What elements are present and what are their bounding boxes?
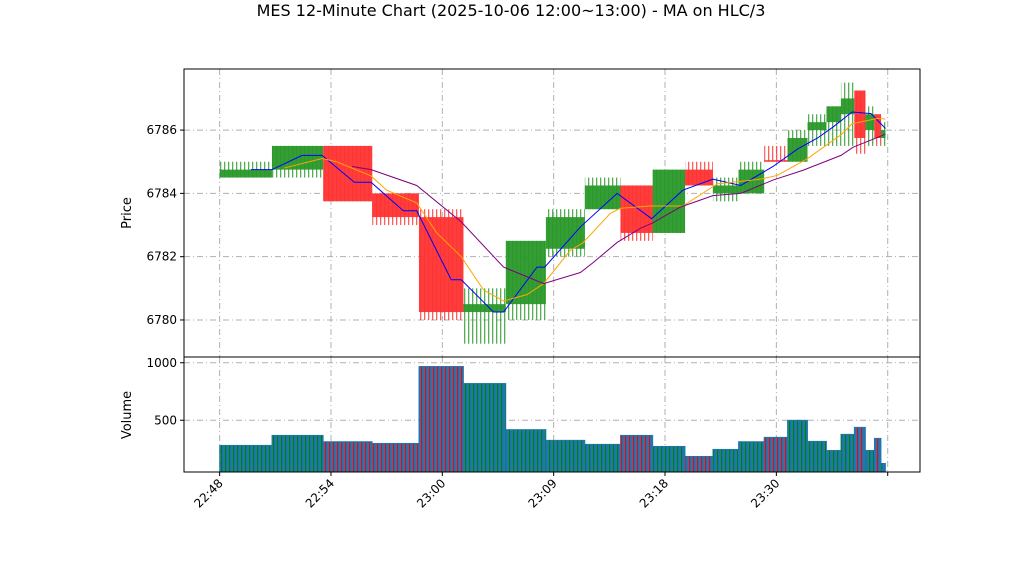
volume-bar — [807, 440, 827, 473]
candle-up — [881, 122, 886, 146]
volume-bar — [219, 444, 273, 473]
volume-bar — [505, 429, 547, 473]
candle-up — [271, 145, 324, 178]
volume-bar — [371, 442, 420, 473]
volume-bar — [684, 455, 714, 473]
candle-up — [652, 169, 686, 233]
candle-body — [418, 217, 464, 313]
candle-wick — [463, 288, 506, 344]
xtick-label: 23:30 — [748, 476, 782, 510]
ma-line — [284, 117, 886, 302]
xtick-label: 23:18 — [637, 476, 671, 510]
volume-bar — [620, 434, 654, 473]
price-grid — [184, 69, 920, 357]
volume-axes-frame — [183, 356, 921, 473]
xtick-label: 22:48 — [191, 476, 225, 510]
volume-ylabel: Volume — [120, 391, 135, 439]
price-ytick-label: 6786 — [146, 123, 177, 137]
candle-body — [874, 114, 882, 138]
candle-body — [807, 122, 827, 131]
candle-down — [418, 209, 464, 320]
moving-averages — [250, 111, 886, 313]
price-ytick-label: 6784 — [146, 186, 177, 200]
candle-up — [545, 209, 585, 257]
volume-bar — [853, 426, 866, 473]
volume-ytick-label: 1000 — [146, 356, 177, 370]
candle-body — [584, 185, 621, 210]
candle-body — [712, 185, 739, 194]
volume-bar — [584, 443, 621, 473]
candle-body — [881, 130, 886, 138]
price-ytick-label: 6782 — [146, 250, 177, 264]
xtick-label: 22:54 — [303, 476, 337, 510]
candle-down — [874, 114, 882, 146]
volume-bar — [322, 441, 373, 473]
candle-down — [372, 193, 419, 226]
price-ytick-label: 6780 — [146, 313, 177, 327]
volume-bar — [712, 448, 739, 473]
candle-body — [764, 160, 788, 162]
candle-down — [685, 161, 713, 186]
price-ylabel: Price — [120, 197, 135, 229]
volume-bar — [738, 441, 765, 473]
ma-line — [352, 133, 886, 285]
candle-body — [865, 114, 875, 131]
ma-line — [250, 111, 886, 313]
candle-body — [463, 304, 506, 313]
volume-bar — [873, 437, 882, 473]
candle-up — [865, 106, 875, 146]
candle-body — [620, 185, 653, 233]
xtick-label: 23:09 — [525, 476, 559, 510]
candle-up — [712, 177, 739, 202]
volume-bar — [787, 419, 808, 473]
volume-bar — [880, 462, 886, 473]
candle-body — [787, 137, 808, 162]
candle-body — [652, 169, 686, 233]
candle-up — [505, 240, 546, 320]
candle-down — [764, 145, 788, 162]
candle-up — [463, 288, 506, 344]
volume-bar — [652, 445, 686, 473]
volume-bar — [865, 449, 875, 473]
candle-down — [620, 185, 653, 241]
volume-ytick-label: 500 — [154, 413, 177, 427]
candle-up — [584, 177, 621, 210]
candle-body — [685, 169, 713, 186]
candle-up — [219, 161, 272, 178]
candle-wick — [764, 145, 788, 162]
candles — [219, 82, 886, 344]
candle-body — [854, 90, 866, 138]
volume-bar — [763, 436, 788, 473]
candle-up — [807, 114, 827, 146]
chart-title: MES 12-Minute Chart (2025-10-06 12:00~13… — [257, 1, 766, 20]
candle-body — [505, 240, 546, 305]
volume-bar — [826, 449, 842, 473]
candle-body — [840, 98, 855, 115]
xtick-label: 23:00 — [414, 476, 448, 510]
candle-body — [219, 169, 272, 178]
volume-bar — [418, 366, 464, 473]
volume-bar — [545, 439, 586, 473]
candle-body — [826, 106, 841, 123]
volume-bar — [271, 434, 324, 473]
volume-bar — [840, 433, 855, 473]
candle-up — [840, 82, 855, 146]
candle-up — [787, 130, 808, 162]
volume-bar — [463, 383, 507, 473]
candle-body — [372, 193, 419, 218]
volume-bars — [219, 366, 886, 473]
